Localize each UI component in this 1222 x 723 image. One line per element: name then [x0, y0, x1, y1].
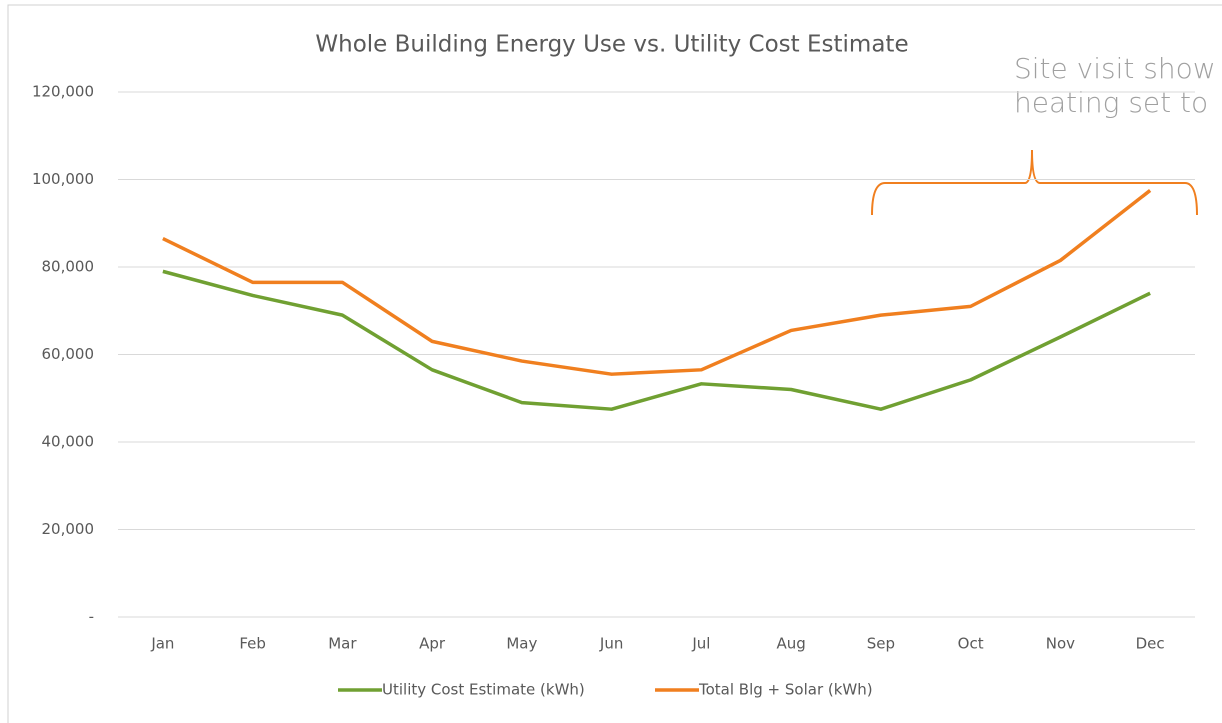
chart-title: Whole Building Energy Use vs. Utility Co… [315, 32, 908, 58]
x-tick-label: Mar [328, 635, 357, 653]
x-tick-label: Dec [1136, 635, 1165, 653]
legend-label: Total Blg + Solar (kWh) [698, 681, 873, 699]
x-tick-label: Sep [867, 635, 895, 653]
x-tick-label: Oct [958, 635, 984, 653]
x-tick-label: Nov [1046, 635, 1075, 653]
y-tick-label: 120,000 [32, 83, 94, 101]
frame [7, 4, 1222, 723]
y-tick-label: 60,000 [42, 345, 95, 363]
line-series [162, 189, 1152, 376]
legend-label: Utility Cost Estimate (kWh) [382, 681, 585, 699]
y-tick-label: 20,000 [42, 520, 95, 538]
annotation: Site visit show [1014, 52, 1216, 85]
x-tick-label: Aug [776, 635, 805, 653]
line-series [162, 269, 1151, 411]
x-tick-label: Feb [239, 635, 266, 653]
brace [871, 149, 1198, 216]
y-tick-label: - [89, 608, 94, 626]
x-tick-label: Apr [419, 635, 446, 653]
x-tick-label: Jun [599, 635, 623, 653]
annotation: heating set to [1014, 86, 1208, 119]
y-tick-label: 80,000 [42, 258, 95, 276]
y-tick-label: 100,000 [32, 170, 94, 188]
x-tick-label: Jan [150, 635, 174, 653]
y-tick-label: 40,000 [42, 433, 95, 451]
x-tick-label: May [506, 635, 537, 653]
x-tick-label: Jul [691, 635, 710, 653]
